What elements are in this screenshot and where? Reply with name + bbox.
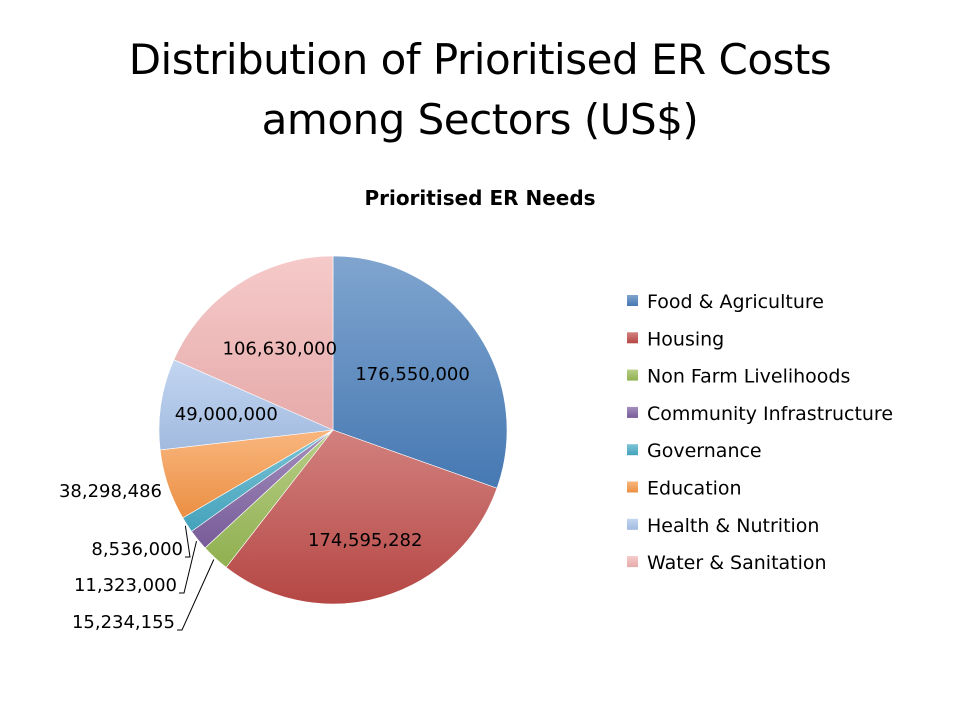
legend-swatch-water-and-sanitation — [627, 556, 638, 568]
value-labels: 176,550,000 174,595,282 15,234,155 11,323,0… — [59, 338, 470, 633]
legend-label-non-farm-livelihoods: Non Farm Livelihoods — [647, 366, 850, 388]
legend-label-education: Education — [647, 478, 742, 500]
value-label-governance: 8,536,000 — [91, 539, 183, 560]
pie-slice-health-and-nutrition — [158, 359, 335, 451]
chart-title: Prioritised ER Needs — [364, 186, 595, 210]
legend-swatch-community-infrastructure — [627, 406, 638, 418]
value-label-housing: 174,595,282 — [308, 530, 423, 551]
value-label-water-and-sanitation: 106,630,000 — [223, 338, 338, 359]
legend-swatch-governance — [627, 444, 638, 456]
pie-slice-housing — [225, 429, 498, 605]
leader-line-non-farm-livelihoods — [177, 559, 215, 631]
legend-label-community-infrastructure: Community Infrastructure — [647, 403, 893, 425]
value-label-community-infrastructure: 11,323,000 — [74, 575, 177, 596]
legend-label-housing: Housing — [647, 328, 724, 350]
legend-swatch-education — [627, 481, 638, 493]
legend-swatch-food-and-agriculture — [627, 295, 638, 306]
value-label-non-farm-livelihoods: 15,234,155 — [72, 612, 175, 633]
leader-lines — [177, 525, 215, 631]
legend-label-health-and-nutrition: Health & Nutrition — [647, 515, 819, 537]
leader-line-community-infrastructure — [179, 540, 197, 594]
slide-title: Distribution of Prioritised ER Costs amo… — [0, 30, 960, 150]
slide-title-line-2: among Sectors (US$) — [261, 95, 699, 144]
legend: Food & Agriculture Housing Non Farm Liveli… — [627, 291, 893, 574]
pie-slices — [158, 255, 508, 605]
pie-slice-food-and-agriculture — [332, 255, 508, 489]
legend-swatch-housing — [627, 332, 638, 344]
value-label-health-and-nutrition: 49,000,000 — [175, 404, 278, 425]
legend-swatch-non-farm-livelihoods — [627, 369, 638, 381]
value-label-food-and-agriculture: 176,550,000 — [355, 364, 470, 385]
legend-label-governance: Governance — [647, 440, 762, 462]
legend-label-water-and-sanitation: Water & Sanitation — [647, 552, 827, 574]
pie-slice-water-and-sanitation — [173, 255, 334, 431]
legend-swatch-health-and-nutrition — [627, 518, 638, 530]
leader-line-governance — [184, 525, 191, 558]
legend-label-food-and-agriculture: Food & Agriculture — [647, 291, 824, 313]
value-label-education: 38,298,486 — [59, 481, 162, 502]
slide-title-line-1: Distribution of Prioritised ER Costs — [128, 35, 832, 84]
